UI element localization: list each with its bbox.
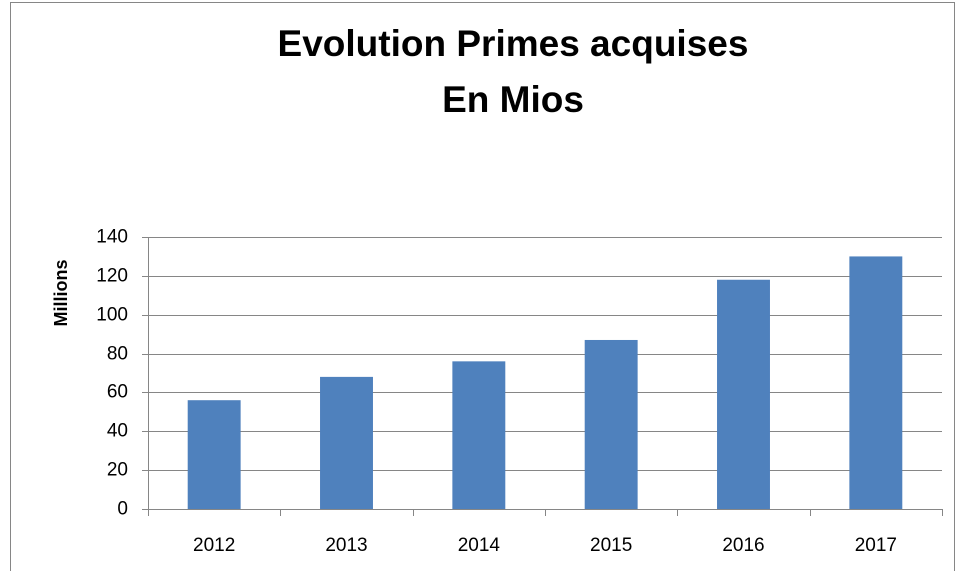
y-tick-label: 20 <box>107 460 128 481</box>
x-tick-label: 2017 <box>855 535 897 556</box>
y-axis-label: Millions <box>51 260 71 327</box>
bar <box>452 361 506 509</box>
bar <box>187 400 241 509</box>
bar <box>584 339 638 509</box>
bar <box>849 256 903 509</box>
y-tick-label: 80 <box>107 344 128 365</box>
y-tick-label: 60 <box>107 382 128 403</box>
y-tick-label: 100 <box>96 305 128 326</box>
x-tick-label: 2014 <box>458 535 501 556</box>
y-tick-label: 0 <box>117 499 128 520</box>
chart-title: En Mios <box>442 79 584 120</box>
y-tick-label: 140 <box>96 227 128 248</box>
y-tick-label: 40 <box>107 421 128 442</box>
x-tick-label: 2013 <box>325 535 367 556</box>
x-tick-label: 2012 <box>193 535 235 556</box>
y-tick-label: 120 <box>96 266 128 287</box>
x-tick-label: 2015 <box>590 535 632 556</box>
chart-title: Evolution Primes acquises <box>278 23 749 64</box>
x-tick-label: 2016 <box>722 535 764 556</box>
bar <box>320 376 373 509</box>
bar <box>717 279 770 509</box>
